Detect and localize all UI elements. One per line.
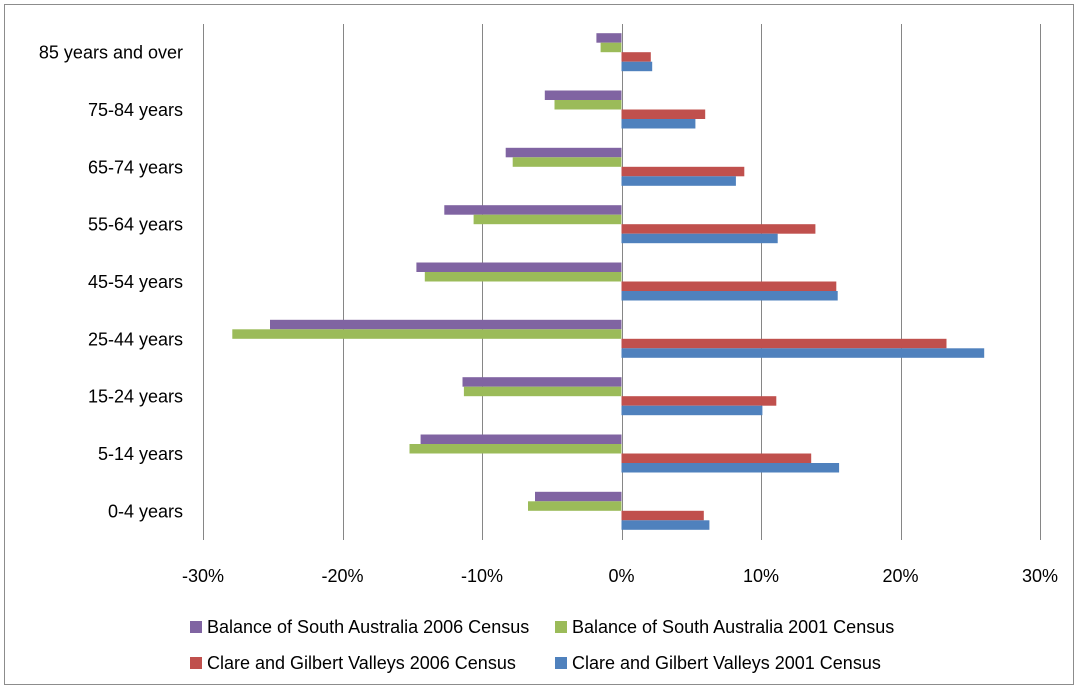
x-tick-label: 10%	[743, 566, 779, 586]
category-label: 65-74 years	[88, 157, 183, 177]
bar	[621, 405, 763, 416]
category-label: 75-84 years	[88, 100, 183, 120]
legend-swatch	[555, 657, 567, 669]
bar	[621, 224, 816, 234]
bar	[409, 444, 622, 454]
category-label: 5-14 years	[98, 444, 183, 464]
bar	[621, 348, 985, 358]
bar	[621, 281, 837, 291]
bars	[232, 33, 985, 530]
bar	[621, 109, 706, 119]
legend-swatch	[555, 621, 567, 633]
bar	[621, 233, 778, 244]
bar	[444, 205, 622, 215]
bar	[621, 463, 840, 473]
x-tick-label: 30%	[1022, 566, 1058, 586]
bar	[596, 33, 622, 43]
category-label: 0-4 years	[108, 501, 183, 521]
bar	[621, 396, 777, 406]
bar	[621, 338, 947, 349]
category-label: 15-24 years	[88, 387, 183, 407]
legend-label: Balance of South Australia 2001 Census	[572, 617, 894, 637]
legend: Balance of South Australia 2006 Census Ba…	[190, 617, 894, 673]
bar	[621, 291, 838, 301]
bar	[621, 119, 696, 129]
bar	[473, 214, 622, 225]
legend-label: Clare and Gilbert Valleys 2006 Census	[207, 653, 516, 673]
bar	[270, 319, 622, 330]
legend-swatch	[190, 657, 202, 669]
bar	[528, 501, 622, 511]
bar	[463, 386, 622, 397]
bar	[554, 100, 622, 110]
x-tick-labels: -30% -20% -10% 0% 10% 20% 30%	[182, 566, 1058, 586]
bar	[416, 262, 622, 272]
bar	[420, 434, 622, 444]
x-tick-label: -20%	[321, 566, 363, 586]
category-label: 85 years and over	[39, 43, 183, 63]
bar	[600, 42, 622, 53]
bar	[621, 52, 651, 62]
bar	[535, 491, 622, 502]
bar	[462, 377, 622, 387]
bar	[505, 147, 622, 158]
x-tick-label: -30%	[182, 566, 224, 586]
bar	[621, 166, 745, 177]
category-label: 45-54 years	[88, 272, 183, 292]
bar	[621, 453, 812, 463]
legend-swatch	[190, 621, 202, 633]
legend-label: Clare and Gilbert Valleys 2001 Census	[572, 653, 881, 673]
bar	[621, 520, 710, 530]
bar	[621, 176, 736, 186]
category-labels: 0-4 years 5-14 years 15-24 years 25-44 year…	[39, 43, 183, 522]
legend-label: Balance of South Australia 2006 Census	[207, 617, 529, 637]
bar	[621, 61, 653, 72]
category-label: 25-44 years	[88, 329, 183, 349]
bar	[512, 157, 622, 167]
bar	[232, 329, 622, 339]
category-label: 55-64 years	[88, 215, 183, 235]
x-tick-label: -10%	[461, 566, 503, 586]
x-tick-label: 0%	[608, 566, 634, 586]
bar	[544, 90, 622, 100]
x-tick-label: 20%	[882, 566, 918, 586]
bar	[424, 272, 622, 282]
bar	[621, 510, 704, 521]
